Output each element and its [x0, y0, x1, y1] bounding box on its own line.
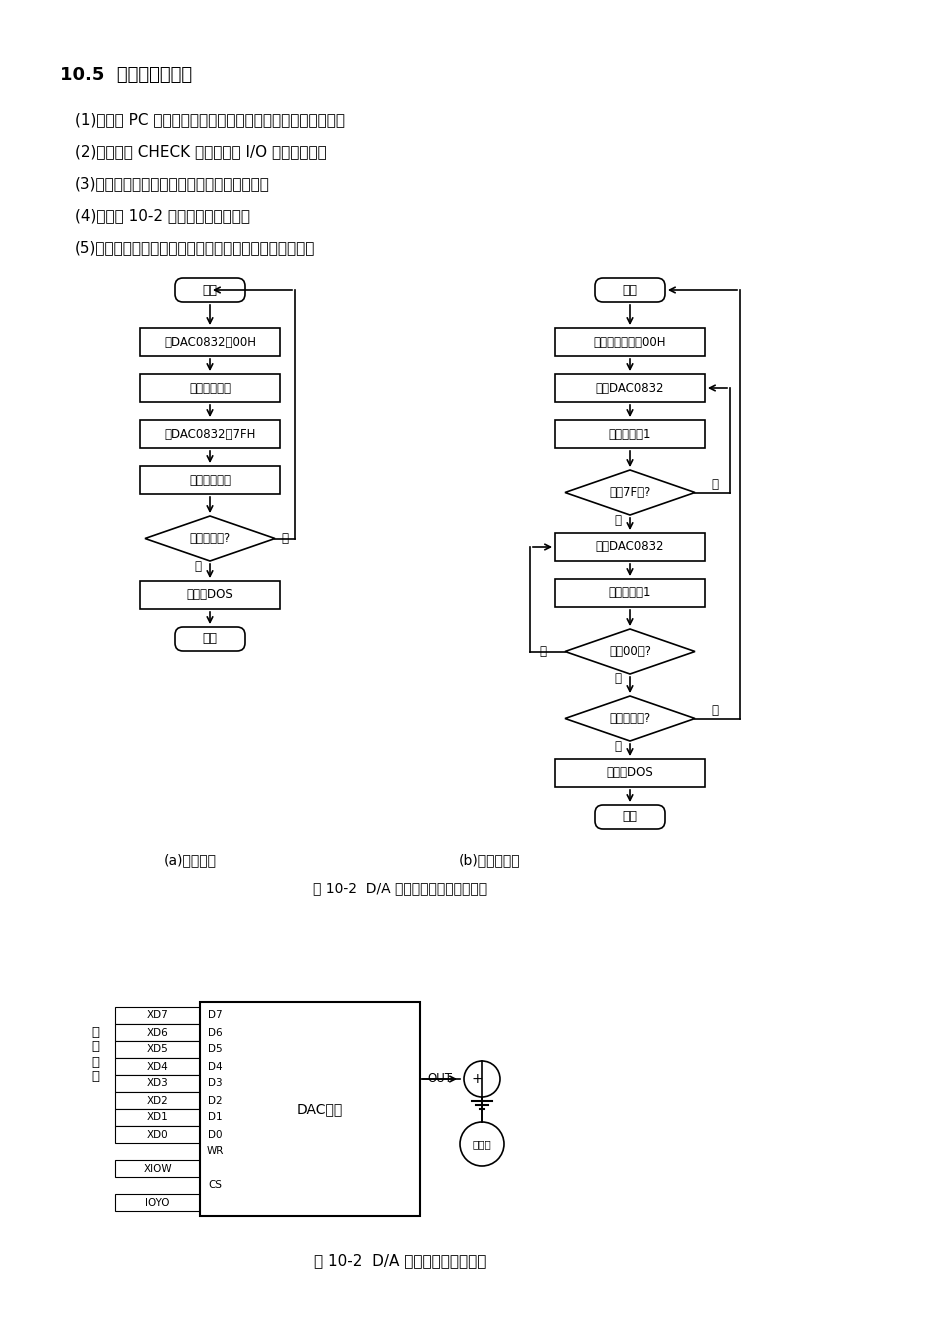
Text: D7: D7 [208, 1011, 222, 1020]
Text: 有按键按下?: 有按键按下? [189, 531, 231, 545]
Text: 有按键按下?: 有按键按下? [609, 713, 651, 725]
Text: 开始: 开始 [202, 283, 218, 297]
Text: XD1: XD1 [146, 1113, 168, 1122]
Text: 向DAC0832写7FH: 向DAC0832写7FH [164, 428, 256, 440]
Text: 累加器自加1: 累加器自加1 [609, 428, 652, 440]
Text: XD0: XD0 [146, 1130, 168, 1139]
Text: (4)参照图 10-2 所示连接试验线路。: (4)参照图 10-2 所示连接试验线路。 [75, 208, 250, 224]
Text: WR: WR [206, 1146, 223, 1157]
FancyBboxPatch shape [595, 805, 665, 829]
Text: 统: 统 [91, 1040, 99, 1053]
Text: IOYO: IOYO [145, 1197, 170, 1208]
Text: 向累加器赋初值00H: 向累加器赋初值00H [594, 336, 666, 349]
Text: XIOW: XIOW [143, 1164, 172, 1173]
Text: 结束: 结束 [202, 632, 218, 646]
Text: 结束: 结束 [622, 811, 637, 824]
Text: D6: D6 [208, 1028, 222, 1037]
Text: 返回到DOS: 返回到DOS [607, 766, 654, 780]
Text: 否: 否 [712, 705, 718, 717]
Bar [115, 1126, 200, 1143]
Polygon shape [565, 470, 695, 515]
Text: (1)确认从 PC 机引出的两根扁平电缆已经连接在试验平台上。: (1)确认从 PC 机引出的两根扁平电缆已经连接在试验平台上。 [75, 113, 345, 127]
Text: D2: D2 [208, 1095, 222, 1106]
Text: (3)运用查出的地址编写程序，然后编译链接。: (3)运用查出的地址编写程序，然后编译链接。 [75, 177, 270, 192]
Text: 增到7F否?: 增到7F否? [609, 486, 651, 499]
Text: XD6: XD6 [146, 1028, 168, 1037]
Text: 写入DAC0832: 写入DAC0832 [596, 381, 664, 395]
Bar [555, 327, 705, 356]
Bar [555, 760, 705, 786]
Text: 总: 总 [91, 1056, 99, 1068]
Text: 返回到DOS: 返回到DOS [186, 589, 234, 601]
Text: 是: 是 [615, 739, 621, 753]
Text: 调延时子程序: 调延时子程序 [189, 474, 231, 487]
Text: (2)首先运行 CHECK 程序，查看 I/O 空间始地址。: (2)首先运行 CHECK 程序，查看 I/O 空间始地址。 [75, 145, 327, 160]
Bar [200, 1002, 420, 1216]
Text: XD5: XD5 [146, 1044, 168, 1055]
Bar [555, 420, 705, 448]
Text: +: + [471, 1072, 483, 1086]
Text: 图 10-2  D/A 转换试验参照程序流程图: 图 10-2 D/A 转换试验参照程序流程图 [313, 880, 487, 895]
Polygon shape [565, 629, 695, 674]
Text: 图 10-2  D/A 转换试验参照接线图: 图 10-2 D/A 转换试验参照接线图 [314, 1253, 486, 1268]
Text: D1: D1 [208, 1113, 222, 1122]
FancyBboxPatch shape [595, 278, 665, 302]
Text: 否: 否 [712, 478, 718, 491]
Bar [140, 466, 280, 494]
Text: 写入DAC0832: 写入DAC0832 [596, 541, 664, 553]
Bar [115, 1092, 200, 1108]
Text: 10.5  试验阐明及环节: 10.5 试验阐明及环节 [60, 66, 192, 85]
Text: D4: D4 [208, 1062, 222, 1071]
Text: 否: 否 [281, 531, 289, 545]
Text: 调延时子程序: 调延时子程序 [189, 381, 231, 395]
Bar [115, 1159, 200, 1177]
Bar [140, 420, 280, 448]
Bar [115, 1108, 200, 1126]
Text: 减到00否?: 减到00否? [609, 646, 651, 658]
Bar [555, 533, 705, 561]
Bar [555, 374, 705, 403]
Text: 开始: 开始 [622, 283, 637, 297]
Bar [115, 1006, 200, 1024]
Text: D0: D0 [208, 1130, 222, 1139]
Text: 累加器自减1: 累加器自减1 [609, 586, 652, 600]
Text: OUT: OUT [428, 1072, 452, 1086]
Polygon shape [565, 696, 695, 741]
Text: 否: 否 [540, 646, 546, 658]
Bar [140, 581, 280, 609]
Text: XD7: XD7 [146, 1011, 168, 1020]
FancyBboxPatch shape [175, 278, 245, 302]
Text: D5: D5 [208, 1044, 222, 1055]
Text: 是: 是 [195, 560, 201, 573]
Text: D3: D3 [208, 1079, 222, 1088]
Polygon shape [145, 517, 275, 561]
Text: 向DAC0832写00H: 向DAC0832写00H [164, 336, 256, 349]
Bar [115, 1075, 200, 1092]
Bar [115, 1194, 200, 1210]
Text: (a)产生方波: (a)产生方波 [163, 854, 217, 867]
Bar [140, 327, 280, 356]
Text: 示波器: 示波器 [473, 1139, 491, 1149]
Text: CS: CS [208, 1181, 222, 1190]
Bar [115, 1024, 200, 1041]
Bar [115, 1041, 200, 1057]
Text: 是: 是 [615, 514, 621, 526]
Bar [115, 1057, 200, 1075]
Text: (5)运行程序，用示波器观测输出模拟信号波形与否对的。: (5)运行程序，用示波器观测输出模拟信号波形与否对的。 [75, 240, 315, 255]
Bar [140, 374, 280, 403]
Text: (b)产生三角波: (b)产生三角波 [459, 854, 521, 867]
Text: 系: 系 [91, 1025, 99, 1039]
Text: DAC单元: DAC单元 [296, 1102, 343, 1117]
Text: 是: 是 [615, 672, 621, 686]
Text: XD2: XD2 [146, 1095, 168, 1106]
Text: XD3: XD3 [146, 1079, 168, 1088]
Text: XD4: XD4 [146, 1062, 168, 1071]
FancyBboxPatch shape [175, 627, 245, 651]
Bar [555, 578, 705, 607]
Text: 线: 线 [91, 1071, 99, 1083]
